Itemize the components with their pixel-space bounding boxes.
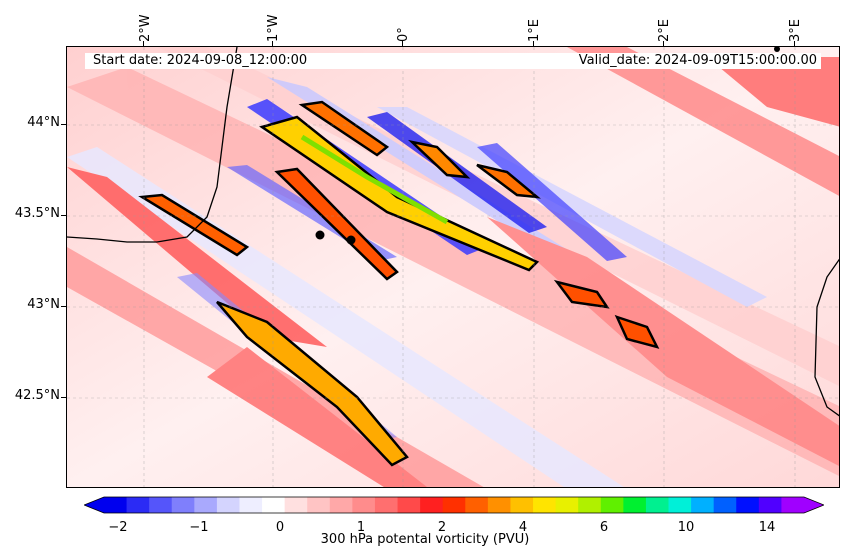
pv-map: Start date: 2024-09-08_12:00:00 Valid_da… (66, 46, 840, 488)
peak-pv-core (300, 134, 449, 225)
cbar-tick-10: 10 (677, 520, 695, 535)
colorbar (84, 496, 824, 514)
lon-tick (663, 41, 664, 46)
colorbar-swatch (781, 497, 805, 513)
colorbar-swatch (691, 497, 715, 513)
lon-tick (533, 41, 534, 46)
lon-label-2w: 2°W (138, 14, 153, 42)
lat-tick (61, 124, 66, 125)
colorbar-swatch (329, 497, 353, 513)
lon-label-1w: 1°W (266, 14, 281, 42)
lat-label-43-5n: 43.5°N (14, 206, 60, 221)
colorbar-swatch (420, 497, 444, 513)
cbar-tick-0: 0 (275, 520, 285, 535)
colorbar-swatch (239, 497, 263, 513)
colorbar-swatch (555, 497, 579, 513)
date-info-bar: Start date: 2024-09-08_12:00:00 Valid_da… (85, 53, 821, 69)
filament-ne-2 (476, 163, 541, 199)
lon-label-0: 0° (396, 27, 411, 42)
colorbar-swatch (104, 497, 128, 513)
band-red-ne (567, 47, 839, 196)
cbar-tick-6: 6 (599, 520, 609, 535)
band-red-west (67, 167, 327, 347)
colorbar-swatch (126, 497, 150, 513)
colorbar-swatch (442, 497, 466, 513)
lat-label-44n: 44°N (27, 115, 60, 130)
colorbar-swatch (713, 497, 737, 513)
city-dot-2 (346, 235, 356, 245)
filament-ne-1 (407, 139, 471, 179)
filament-west (138, 193, 250, 257)
lon-tick (402, 41, 403, 46)
colorbar-swatch (645, 497, 670, 513)
start-date: Start date: 2024-09-08_12:00:00 (93, 53, 308, 68)
colorbar-swatch (510, 497, 534, 513)
colorbar-swatch (758, 497, 782, 513)
lat-tick (61, 215, 66, 216)
colorbar-swatch (397, 497, 421, 513)
band-red-east (487, 217, 839, 466)
lat-label-43n: 43°N (27, 297, 60, 312)
band-red-sw (207, 347, 427, 487)
cbar-tick-m2: −2 (108, 520, 128, 535)
colorbar-swatch (171, 497, 195, 513)
lat-tick (61, 306, 66, 307)
band-pink-1 (67, 67, 839, 476)
lon-tick (794, 41, 795, 46)
valid-date: Valid_date: 2024-09-09T15:00:00.00 (578, 53, 817, 68)
band-red-corner (707, 57, 839, 127)
coastline-west (67, 47, 238, 243)
graticule (67, 47, 839, 487)
colorbar-swatch (578, 497, 602, 513)
cbar-tick-4: 4 (518, 520, 528, 535)
lon-label-2e: 2°E (657, 19, 672, 42)
filament-east-2 (614, 314, 660, 349)
colorbar-swatch (533, 497, 557, 513)
colorbar-swatch (284, 497, 308, 513)
lon-tick (272, 41, 273, 46)
lat-tick (61, 397, 66, 398)
filament-north (298, 100, 390, 157)
colorbar-swatch (487, 497, 511, 513)
colorbar-swatch (600, 497, 624, 513)
colorbar-label: 300 hPa potental vorticity (PVU) (320, 532, 530, 547)
streak-blue-3 (477, 143, 627, 261)
lat-label-42-5n: 42.5°N (14, 388, 60, 403)
colorbar-swatch (262, 497, 286, 513)
city-dot-3 (774, 47, 780, 52)
colorbar-swatch (736, 497, 760, 513)
cbar-tick-2: 2 (437, 520, 447, 535)
filament-south (216, 300, 409, 467)
colorbar-swatch (374, 497, 399, 513)
colorbar-swatch (623, 497, 647, 513)
lon-label-3e: 3°E (788, 19, 803, 42)
city-dot-1 (315, 230, 325, 240)
colorbar-swatch (307, 497, 331, 513)
cbar-tick-14: 14 (758, 520, 776, 535)
lon-tick (143, 41, 144, 46)
coastline-east (814, 258, 839, 417)
band-blue-3 (377, 107, 767, 307)
colorbar-swatch (149, 497, 173, 513)
colorbar-outline (84, 496, 824, 514)
colorbar-swatch (465, 497, 489, 513)
pv-field-svg (67, 47, 839, 487)
colorbar-swatch (194, 497, 218, 513)
colorbar-swatch (216, 497, 240, 513)
cbar-tick-m1: −1 (189, 520, 209, 535)
colorbar-swatch (352, 497, 376, 513)
colorbar-swatch (668, 497, 692, 513)
cbar-tick-1: 1 (356, 520, 366, 535)
lon-label-1e: 1°E (527, 19, 542, 42)
colorbar-max-arrow (804, 497, 824, 513)
colorbar-min-arrow (84, 497, 104, 513)
